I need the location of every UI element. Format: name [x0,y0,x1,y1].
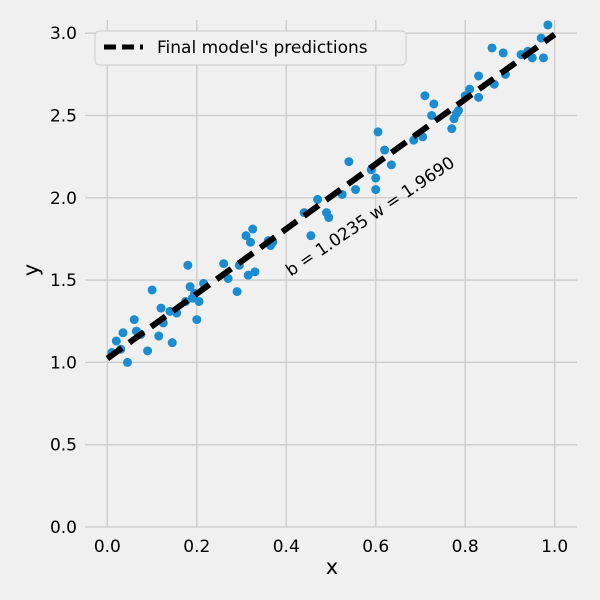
data-point [538,53,548,63]
data-point [351,185,361,195]
data-point [420,91,430,101]
y-tick-label: 2.5 [50,106,77,126]
data-point [465,84,475,94]
x-tick-label: 0.2 [183,537,210,557]
data-point [250,267,260,277]
data-point [371,185,381,195]
data-point [474,71,484,81]
data-point [245,237,255,247]
data-point [324,213,334,223]
data-point [156,303,166,313]
fit-line [105,31,557,361]
x-tick-label: 0.6 [362,537,389,557]
data-point [192,315,202,325]
data-point [447,124,457,134]
legend-box [94,30,407,66]
data-point [111,336,121,346]
legend: Final model's predictions [94,30,407,66]
data-point [487,43,497,53]
data-point [183,260,193,270]
data-point [474,92,484,102]
tick-labels: 0.0 0.2 0.4 0.6 0.8 1.0 0.0 0.5 1.0 1.5 2.0 2.5 3.0 [50,24,568,557]
x-tick-label: 1.0 [541,537,568,557]
data-point [185,282,195,292]
data-point [129,315,139,325]
x-axis-title: x [326,555,338,579]
x-tick-label: 0.0 [94,537,121,557]
legend-label: Final model's predictions [157,38,368,58]
y-tick-label: 0.5 [50,436,77,456]
data-point [386,160,396,170]
data-point [232,287,242,297]
data-point [498,48,508,58]
data-point [313,194,323,204]
y-tick-label: 2.0 [50,189,77,209]
data-point [154,331,164,341]
data-point [344,157,354,167]
data-point [118,328,128,338]
data-point [536,33,546,43]
data-point [194,296,204,306]
x-tick-label: 0.4 [273,537,300,557]
data-point [143,346,153,356]
data-point [241,231,251,241]
y-tick-label: 1.0 [50,353,77,373]
data-point [219,259,229,269]
x-tick-label: 0.8 [452,537,479,557]
data-point [429,99,439,109]
data-point [248,224,258,234]
data-point [306,231,316,241]
data-point [427,110,437,120]
y-axis-title: y [19,264,43,276]
data-point [371,173,381,183]
data-point [243,270,253,280]
data-point [147,285,157,295]
data-point [543,20,553,30]
y-tick-label: 3.0 [50,24,77,44]
data-point [122,357,132,367]
data-point [167,338,177,348]
data-point [453,106,463,116]
data-point [373,127,383,137]
prediction-line [105,31,557,361]
y-tick-label: 0.0 [50,518,77,538]
y-tick-label: 1.5 [50,271,77,291]
data-point [380,145,390,155]
